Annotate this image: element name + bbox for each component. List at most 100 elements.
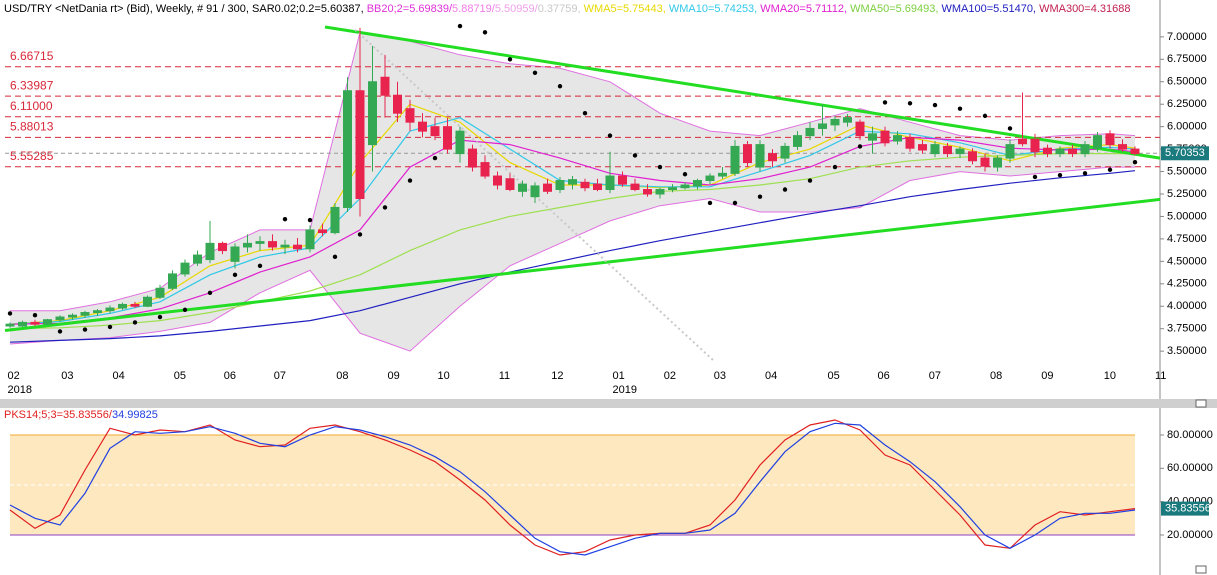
candle-body <box>468 148 477 168</box>
sar-dot <box>1107 167 1113 172</box>
x-tick-label: 04 <box>113 370 125 382</box>
candle-body <box>568 179 577 185</box>
legend-entry: WMA5=5.75443, <box>584 3 669 15</box>
y-tick-label: 20.00000 <box>1167 529 1213 541</box>
candle-body <box>355 90 365 199</box>
candle-body <box>30 321 40 325</box>
sar-dot <box>32 313 38 318</box>
candle-body <box>505 178 515 191</box>
y-tick-label: 4.50000 <box>1167 255 1207 267</box>
sar-dot <box>982 113 988 119</box>
moving-average <box>9 136 1136 325</box>
sar-dot <box>157 314 163 320</box>
candle-body <box>855 121 865 137</box>
level-label: 6.66715 <box>10 49 54 63</box>
legend-entry: WMA100=5.51470, <box>942 3 1040 15</box>
y-tick-label: 6.75000 <box>1167 53 1207 65</box>
candle-body <box>1118 144 1127 150</box>
candle-body <box>393 94 402 114</box>
candle-body <box>293 244 302 250</box>
x-tick-label: 02 <box>664 370 676 382</box>
sar-dot <box>457 23 463 29</box>
candle-body <box>893 135 902 142</box>
candle-body <box>1018 138 1027 145</box>
plot-layer: 6.66715 6.33987 6.11000 5.88013 5.55285 3.500… <box>4 3 1213 556</box>
sar-dot <box>832 164 838 170</box>
candle-body <box>918 144 927 151</box>
y-tick-label: 60.00000 <box>1167 462 1213 474</box>
sar-dot <box>607 133 613 138</box>
y-tick-label: 3.50000 <box>1167 345 1207 357</box>
candle-body <box>1130 148 1140 155</box>
bollinger-lower <box>9 166 1135 352</box>
candle-body <box>518 183 527 192</box>
sar-dot <box>1132 160 1138 165</box>
candle-body <box>180 262 190 275</box>
x-tick-label: 06 <box>878 370 890 382</box>
candle-body <box>55 316 65 321</box>
y-tick-label: 5.50000 <box>1167 165 1207 177</box>
candle-body <box>730 145 740 174</box>
sar-dot <box>707 200 713 206</box>
candle-body <box>343 90 352 208</box>
y-tick-label: 6.50000 <box>1167 76 1207 88</box>
x-tick-label: 08 <box>990 370 1002 382</box>
candle-body <box>280 244 290 248</box>
candle-body <box>1055 148 1065 155</box>
candle-body <box>955 148 965 155</box>
sar-dot <box>632 153 638 158</box>
sar-dot <box>207 290 213 295</box>
sar-dot <box>782 187 788 192</box>
moving-average <box>9 170 1136 343</box>
candle-body <box>593 183 602 191</box>
candle-body <box>168 273 177 289</box>
candle-body <box>80 312 90 316</box>
x-tick-label: 05 <box>174 370 186 382</box>
trend-line <box>4 197 1161 332</box>
sar-dot <box>807 178 813 183</box>
candle-body <box>618 175 627 185</box>
x-tick-label: 02 <box>8 370 20 382</box>
sar-dot <box>582 110 588 116</box>
x-tick-label: 09 <box>1041 370 1053 382</box>
candle-body <box>43 319 52 325</box>
sar-dot <box>857 144 863 149</box>
pane-restore-button[interactable] <box>1195 565 1207 574</box>
sar-dot <box>507 57 513 62</box>
candle-body <box>318 229 327 234</box>
trend-line <box>354 28 716 363</box>
candle-body <box>118 303 127 309</box>
candle-body <box>155 287 165 298</box>
candle-body <box>368 81 377 146</box>
sar-dot <box>82 327 88 332</box>
candle-body <box>630 183 640 191</box>
trend-line <box>324 25 1161 160</box>
candle-body <box>330 206 340 234</box>
candle-body <box>718 172 727 177</box>
candle-body <box>643 189 652 195</box>
y-tick-label: 7.00000 <box>1167 31 1207 43</box>
candle-body <box>605 175 615 191</box>
x-tick-label: 04 <box>765 370 777 382</box>
legend-header: PKS14;5;3=35.83556/34.99825 <box>4 409 158 421</box>
level-label: 5.55285 <box>10 149 54 163</box>
y-tick-label: 6.25000 <box>1167 98 1207 110</box>
candle-body <box>780 145 790 159</box>
y-tick-label: 80.00000 <box>1167 429 1213 441</box>
x-tick-label: 07 <box>274 370 286 382</box>
pane-splitter[interactable] <box>0 399 1217 408</box>
candle-body <box>205 242 215 261</box>
x-tick-label: 03 <box>714 370 726 382</box>
sar-dot <box>557 84 563 89</box>
sar-dot <box>332 254 338 260</box>
candle-body <box>1043 147 1052 155</box>
candle-body <box>530 185 540 198</box>
candle-body <box>455 130 465 155</box>
pane-maximize-button[interactable] <box>1195 399 1207 408</box>
candle-body <box>480 162 490 177</box>
year-label: 2018 <box>8 384 32 396</box>
sar-dot <box>57 329 63 334</box>
legend-entry: WMA50=5.69493, <box>850 3 941 15</box>
y-tick-label: 4.75000 <box>1167 233 1207 245</box>
sar-dot <box>107 324 113 330</box>
